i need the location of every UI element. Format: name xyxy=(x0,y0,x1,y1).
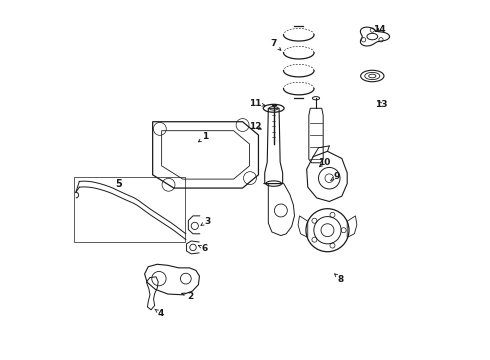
Text: 11: 11 xyxy=(249,99,265,108)
Text: 3: 3 xyxy=(201,217,211,226)
Text: 6: 6 xyxy=(198,244,208,253)
Text: 12: 12 xyxy=(249,122,262,131)
Text: 9: 9 xyxy=(330,172,340,181)
Text: 1: 1 xyxy=(198,132,209,142)
Text: 5: 5 xyxy=(115,179,122,189)
Text: 14: 14 xyxy=(373,25,386,34)
Text: 4: 4 xyxy=(155,309,164,318)
Text: 10: 10 xyxy=(318,158,330,167)
Bar xyxy=(74,177,185,242)
Text: 8: 8 xyxy=(335,274,344,284)
Text: 2: 2 xyxy=(182,292,194,301)
Text: 13: 13 xyxy=(375,100,388,109)
Text: 7: 7 xyxy=(270,39,281,50)
